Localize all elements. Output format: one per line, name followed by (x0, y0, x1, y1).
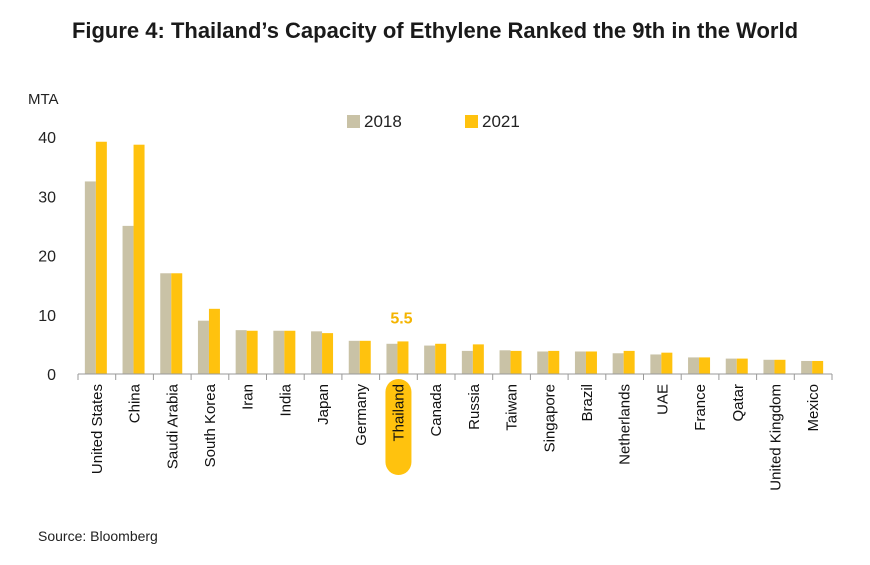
category-label: Netherlands (617, 384, 634, 465)
bar-2018 (273, 330, 285, 374)
chart-title: Figure 4: Thailand’s Capacity of Ethylen… (71, 18, 799, 43)
bar-2021 (435, 343, 447, 374)
category-label: Thailand (390, 384, 407, 442)
bar-2018 (688, 357, 700, 374)
category-label: India (277, 383, 294, 416)
bars-group: 5.5 (84, 141, 824, 374)
bar-2018 (311, 331, 323, 374)
bar-2021 (510, 350, 522, 374)
bar-2021 (95, 141, 107, 374)
source-note: Source: Bloomberg (38, 528, 158, 544)
bar-2018 (574, 351, 586, 374)
category-label: China (127, 383, 144, 423)
y-tick-label: 20 (38, 249, 56, 266)
bar-2021 (397, 341, 409, 374)
y-unit-label: MTA (28, 91, 59, 108)
category-label: Russia (466, 383, 483, 430)
bar-2018 (612, 353, 624, 374)
y-tick-label: 30 (38, 189, 56, 206)
bar-2021 (699, 357, 711, 374)
bar-2021 (812, 360, 824, 374)
bar-2021 (472, 344, 484, 374)
legend: 2018 2021 (347, 112, 520, 131)
bar-2018 (763, 359, 775, 374)
y-axis: MTA 0 10 20 30 40 (28, 91, 59, 384)
highlight-pill (385, 379, 412, 475)
bar-2021 (774, 359, 786, 374)
bar-2021 (585, 351, 597, 374)
category-label: Germany (353, 384, 370, 446)
bar-2018 (122, 225, 134, 374)
category-label: UAE (654, 384, 671, 415)
category-label: United Kingdom (767, 384, 784, 491)
bar-2018 (348, 340, 360, 374)
legend-label-2018: 2018 (364, 112, 402, 131)
category-label: Taiwan (504, 384, 521, 431)
x-axis: United States China Saudi Arabia South Kore… (77, 373, 833, 491)
bar-2021 (623, 350, 635, 374)
bar-2021 (736, 358, 748, 374)
legend-swatch-2018 (347, 115, 360, 128)
bar-2021 (133, 144, 145, 374)
bar-2021 (661, 352, 673, 374)
bar-2018 (235, 330, 247, 374)
category-label: Singapore (541, 384, 558, 452)
bar-2021 (359, 340, 371, 374)
bar-2018 (801, 360, 813, 374)
legend-swatch-2021 (465, 115, 478, 128)
category-label: Canada (428, 383, 445, 436)
bar-2018 (386, 343, 398, 374)
bar-2018 (650, 354, 662, 374)
y-tick-label: 10 (38, 308, 56, 325)
bar-2021 (548, 350, 560, 374)
value-annotation: 5.5 (390, 310, 412, 327)
bar-2018 (197, 320, 209, 374)
category-label: Japan (315, 384, 332, 425)
bar-2021 (246, 330, 258, 374)
bar-2021 (208, 308, 220, 374)
category-label: Mexico (805, 384, 822, 432)
bar-2018 (725, 358, 737, 374)
bar-2018 (537, 351, 549, 374)
category-label: Iran (240, 384, 257, 410)
y-tick-label: 0 (47, 367, 56, 384)
category-label: South Korea (202, 383, 219, 467)
category-label: Brazil (579, 384, 596, 422)
bar-2021 (322, 333, 334, 374)
category-label: France (692, 384, 709, 431)
bar-2018 (84, 181, 96, 374)
bar-2018 (424, 345, 436, 374)
bar-2018 (499, 350, 511, 374)
bar-2018 (461, 350, 473, 374)
bar-2018 (160, 273, 172, 374)
legend-label-2021: 2021 (482, 112, 520, 131)
bar-2021 (171, 273, 183, 374)
y-tick-label: 40 (38, 130, 56, 147)
category-label: Saudi Arabia (164, 383, 181, 469)
bar-2021 (284, 330, 296, 374)
category-label: Qatar (730, 384, 747, 422)
category-label: United States (89, 384, 106, 474)
